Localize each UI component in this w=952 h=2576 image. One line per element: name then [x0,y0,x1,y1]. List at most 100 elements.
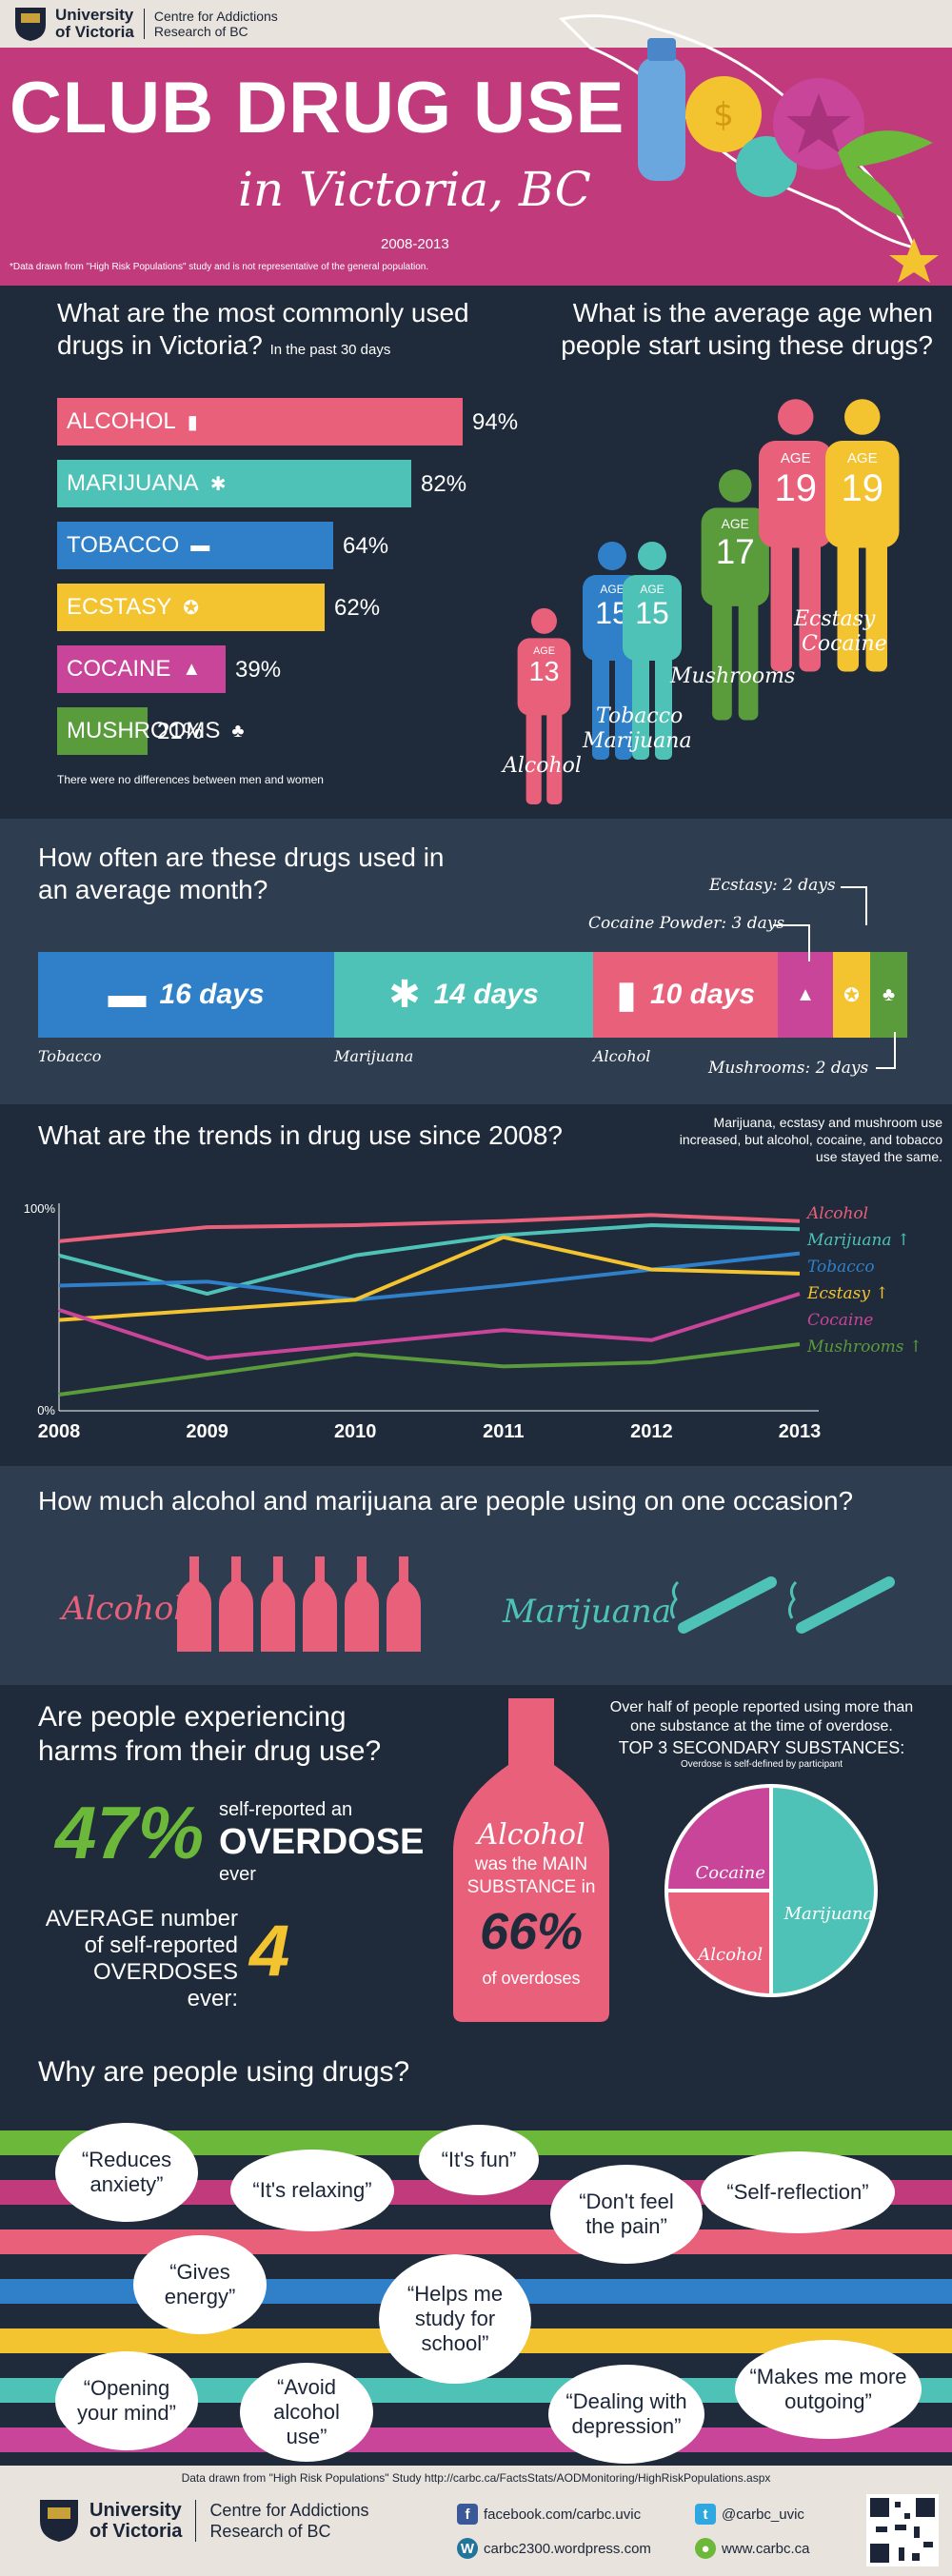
footer-uvic-logo[interactable]: University of Victoria Centre for Addict… [38,2498,369,2544]
frequency-title-line2: an average month? [38,875,268,904]
age-value: 17 [715,531,755,571]
usage-bar-mushrooms: MUSHROOMS ♣ [57,707,244,755]
island-map-icon: $ [558,14,939,283]
age-title-line2: people start using these drugs? [561,330,933,360]
top3-note: Overdose is self-defined by participant [680,1759,843,1770]
leaf-icon: ✱ [388,974,421,1016]
quote-bubble: “Avoid alcohol use” [240,2363,373,2462]
pie-slice-cocaine [664,1783,773,1892]
facebook-link[interactable]: f facebook.com/carbc.uvic [457,2504,641,2525]
y-tick-label: 100% [24,1201,56,1216]
bottle-of-overdoses: of overdoses [482,1969,581,1988]
avg-overdose-label: AVERAGE number of self-reported OVERDOSE… [38,1906,238,2012]
usage-period: In the past 30 days [269,342,391,358]
usage-bar-label: TOBACCO [67,532,180,558]
mushroom-icon: ♣ [882,983,896,1005]
years: 2008-2013 [381,236,449,252]
overdose-percent: 47% [55,1791,205,1874]
age-label-alcohol: Alcohol [503,754,582,778]
carbc-line2: Research of BC [153,24,248,39]
frequency-segment-alcohol: ▮ 10 days [593,952,778,1038]
leaf-icon: ✱ [209,473,227,495]
facebook-text: facebook.com/carbc.uvic [484,2506,642,2523]
age-label-tobacco: Tobacco [596,704,684,728]
bottle-icon [387,1556,421,1652]
age-word: AGE [721,516,749,531]
callout-cocaine: Cocaine Powder: 3 days [588,914,785,933]
pie-slice-marijuana [769,1783,878,1998]
frequency-segment-marijuana: ✱ 14 days [334,952,593,1038]
powder-icon: ▲ [796,983,815,1005]
person-icon [825,399,900,672]
cigarette-icon: ▬ [190,534,210,556]
age-value: 13 [528,657,560,688]
legend-ecstasy: Ecstasy ↑ [806,1284,889,1303]
pie-label: Marijuana [783,1904,874,1924]
frequency-segment-ecstasy: ✪ [833,952,870,1038]
bottle-icon [303,1556,337,1652]
frequency-days: 14 days [433,979,539,1010]
stripe-coral [0,2229,952,2254]
frequency-segment-label: Tobacco [38,1047,102,1065]
avg-line3: OVERDOSES ever: [92,1959,238,2011]
x-tick-label: 2013 [779,1421,822,1442]
frequency-segment-label: Marijuana [334,1047,414,1065]
series-line-alcohol [58,1213,801,1243]
harms-title-line2: harms from their drug use? [38,1735,382,1767]
joint-icon [787,1576,895,1634]
secondary-substances-pie: Marijuana Alcohol Cocaine [664,1783,878,1998]
x-tick-label: 2011 [483,1421,524,1442]
powder-icon: ▲ [182,658,202,680]
uvic-name-line2: of Victoria [55,23,134,41]
occasion-section: How much alcohol and marijuana are peopl… [0,1466,952,1685]
x-tick-label: 2008 [38,1421,81,1442]
twitter-icon: t [695,2504,716,2525]
usage-bar-label: ALCOHOL [67,408,176,434]
uvic-logo[interactable]: University of Victoria Centre for Addicti… [13,6,278,42]
legend-tobacco: Tobacco [807,1258,875,1277]
age-word: AGE [780,450,811,466]
quote-bubble: “It's relaxing” [230,2150,394,2231]
reasons-section: Why are people using drugs? “Reduces anx… [0,2037,952,2466]
age-word: AGE [600,583,625,596]
over-half-line2: one substance at the time of overdose. [630,1718,893,1734]
quote-bubble: “Opening your mind” [55,2351,198,2450]
twitter-link[interactable]: t @carbc_uvic [695,2504,804,2525]
x-tick-label: 2010 [334,1421,377,1442]
bottle-icon: ▮ [615,974,637,1016]
bottle-icon [261,1556,295,1652]
x-tick-label: 2009 [186,1421,228,1442]
crest-icon [15,8,46,41]
age-label-ecstasy: Ecstasy [794,607,876,631]
marijuana-units [666,1561,914,1647]
series-line-cocaine [58,1292,801,1360]
frequency-segment-mushrooms: ♣ [870,952,907,1038]
harms-section: Are people experiencing harms from their… [0,1685,952,2037]
web-link[interactable]: ● www.carbc.ca [695,2538,810,2559]
usage-bar-value: 94% [472,409,519,435]
usage-note: There were no differences between men an… [57,773,324,786]
alcohol-units [177,1556,425,1652]
overdose-word: OVERDOSE [219,1822,425,1862]
usage-bar-tobacco: TOBACCO ▬ [57,522,333,569]
usage-title-line2: drugs in Victoria? [57,330,263,360]
usage-title-line1: What are the most commonly used [57,298,469,327]
over-half-text: Over half of people reported using more … [581,1698,942,1736]
mushroom-icon: ♣ [231,720,245,742]
legend-mushrooms: Mushrooms ↑ [806,1338,922,1357]
usage-bar-value: 64% [343,533,389,559]
pie-label: Alcohol [696,1945,763,1965]
bottle-icon [177,1556,211,1652]
footer-uvic-line1: University [89,2500,182,2521]
legend-cocaine: Cocaine [807,1311,873,1330]
crest-icon [40,2500,78,2542]
avg-overdose-value: 4 [249,1911,290,1991]
frequency-days: 10 days [649,979,756,1010]
bottle-percent: 66% [479,1903,584,1960]
joint-icon [669,1576,777,1634]
usage-bar-value: 82% [421,471,467,497]
frequency-section: How often are these drugs used in an ave… [0,819,952,1104]
self-reported-text: self-reported an [219,1799,353,1820]
series-line-marijuana [58,1222,801,1297]
